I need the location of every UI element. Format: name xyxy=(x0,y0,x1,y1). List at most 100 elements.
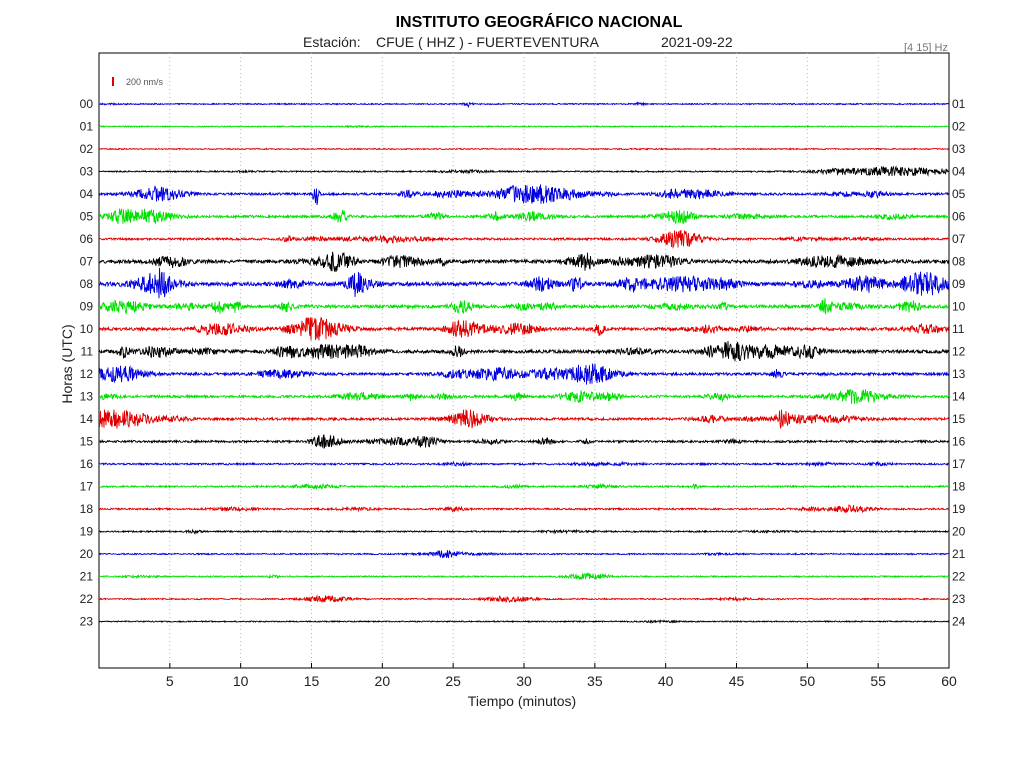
hour-label-right: 23 xyxy=(952,592,966,606)
x-tick-label: 50 xyxy=(800,673,816,689)
hour-label-left: 17 xyxy=(80,480,94,494)
hour-label-right: 20 xyxy=(952,525,966,539)
filter-band: [4 15] Hz xyxy=(904,42,948,54)
hour-label-left: 02 xyxy=(80,142,94,156)
hour-label-right: 12 xyxy=(952,345,966,359)
hour-label-right: 07 xyxy=(952,232,966,246)
hour-label-left: 13 xyxy=(80,390,94,404)
hour-label-right: 06 xyxy=(952,210,966,224)
hour-label-left: 07 xyxy=(80,255,94,269)
hour-label-left: 00 xyxy=(80,97,94,111)
hour-label-left: 20 xyxy=(80,547,94,561)
hour-label-left: 08 xyxy=(80,277,94,291)
hour-label-left: 05 xyxy=(80,210,94,224)
station-name: CFUE ( HHZ ) - FUERTEVENTURA xyxy=(376,34,600,50)
hour-label-left: 21 xyxy=(80,570,94,584)
hour-label-left: 18 xyxy=(80,502,94,516)
x-tick-label: 60 xyxy=(941,673,957,689)
x-tick-label: 5 xyxy=(166,673,174,689)
hour-label-left: 01 xyxy=(80,120,94,134)
hour-label-right: 03 xyxy=(952,142,966,156)
x-axis-label: Tiempo (minutos) xyxy=(468,693,576,709)
hour-label-right: 17 xyxy=(952,457,966,471)
seismic-trace xyxy=(99,124,949,129)
hour-label-left: 22 xyxy=(80,592,94,606)
record-date: 2021-09-22 xyxy=(661,34,733,50)
seismic-trace xyxy=(99,572,949,580)
scale-bar xyxy=(112,77,114,86)
seismic-trace xyxy=(99,549,949,559)
hour-label-left: 10 xyxy=(80,322,94,336)
hour-label-left: 19 xyxy=(80,525,94,539)
seismic-traces xyxy=(99,101,949,625)
hour-label-left: 11 xyxy=(81,345,94,359)
hour-label-left: 12 xyxy=(80,367,94,381)
seismic-trace xyxy=(99,317,949,341)
x-tick-label: 15 xyxy=(304,673,320,689)
hour-label-left: 09 xyxy=(80,300,94,314)
hour-label-right: 21 xyxy=(952,547,966,561)
seismic-trace xyxy=(99,184,949,205)
seismic-trace xyxy=(99,482,949,490)
seismic-trace xyxy=(99,619,949,625)
seismic-trace xyxy=(99,230,949,249)
hour-label-right: 24 xyxy=(952,615,966,629)
scale-bar-label: 200 nm/s xyxy=(126,77,164,87)
hour-label-right: 15 xyxy=(952,412,966,426)
hour-label-left: 15 xyxy=(80,435,94,449)
hour-label-right: 02 xyxy=(952,120,966,134)
grid-lines xyxy=(169,53,879,668)
hour-label-right: 18 xyxy=(952,480,966,494)
seismic-trace xyxy=(99,101,949,109)
seismic-trace xyxy=(99,409,949,430)
hour-label-left: 04 xyxy=(80,187,94,201)
seismic-trace xyxy=(99,165,949,177)
x-tick-label: 25 xyxy=(445,673,461,689)
hour-label-right: 16 xyxy=(952,435,966,449)
x-tick-label: 35 xyxy=(587,673,603,689)
x-axis-ticks: 5 10 15 20 25 30 35 40 45 50 55 60 xyxy=(166,663,957,689)
hour-label-left: 14 xyxy=(80,412,94,426)
hour-labels-right: 01 02 03 04 05 06 07 08 09 10 11 12 13 14 15 16 17 18 19 20… xyxy=(952,97,966,629)
seismic-trace xyxy=(99,298,949,315)
station-label: Estación: xyxy=(303,34,361,50)
chart-title: INSTITUTO GEOGRÁFICO NACIONAL xyxy=(396,12,683,31)
hour-label-right: 05 xyxy=(952,187,966,201)
hour-label-right: 08 xyxy=(952,255,966,269)
seismic-trace xyxy=(99,528,949,535)
x-tick-label: 30 xyxy=(516,673,532,689)
seismic-trace xyxy=(99,434,949,449)
seismic-trace xyxy=(99,208,949,225)
seismic-trace xyxy=(99,594,949,604)
hour-label-left: 16 xyxy=(80,457,94,471)
seismic-trace xyxy=(99,460,949,468)
hour-labels-left: 00 01 02 03 04 05 06 07 08 09 10 11 12 13 14 15 16 17 18 19… xyxy=(80,97,94,629)
x-tick-label: 20 xyxy=(375,673,391,689)
y-axis-label: Horas (UTC) xyxy=(59,324,75,403)
x-tick-label: 10 xyxy=(233,673,249,689)
hour-label-right: 19 xyxy=(952,502,966,516)
seismic-trace xyxy=(99,503,949,514)
hour-label-right: 13 xyxy=(952,367,966,381)
hour-label-left: 03 xyxy=(80,165,94,179)
hour-label-right: 22 xyxy=(952,570,966,584)
seismic-trace xyxy=(99,147,949,151)
hour-label-left: 06 xyxy=(80,232,94,246)
seismic-trace xyxy=(99,363,949,385)
hour-label-right: 01 xyxy=(952,97,966,111)
x-tick-label: 40 xyxy=(658,673,674,689)
hour-label-left: 23 xyxy=(80,615,94,629)
x-tick-label: 45 xyxy=(729,673,745,689)
hour-label-right: 11 xyxy=(952,322,965,336)
x-tick-label: 55 xyxy=(870,673,886,689)
hour-label-right: 04 xyxy=(952,165,966,179)
hour-label-right: 14 xyxy=(952,390,966,404)
seismic-trace xyxy=(99,267,949,299)
hour-label-right: 10 xyxy=(952,300,966,314)
seismic-trace xyxy=(99,389,949,405)
seismic-trace xyxy=(99,251,949,273)
hour-label-right: 09 xyxy=(952,277,966,291)
seismic-trace xyxy=(99,340,949,362)
